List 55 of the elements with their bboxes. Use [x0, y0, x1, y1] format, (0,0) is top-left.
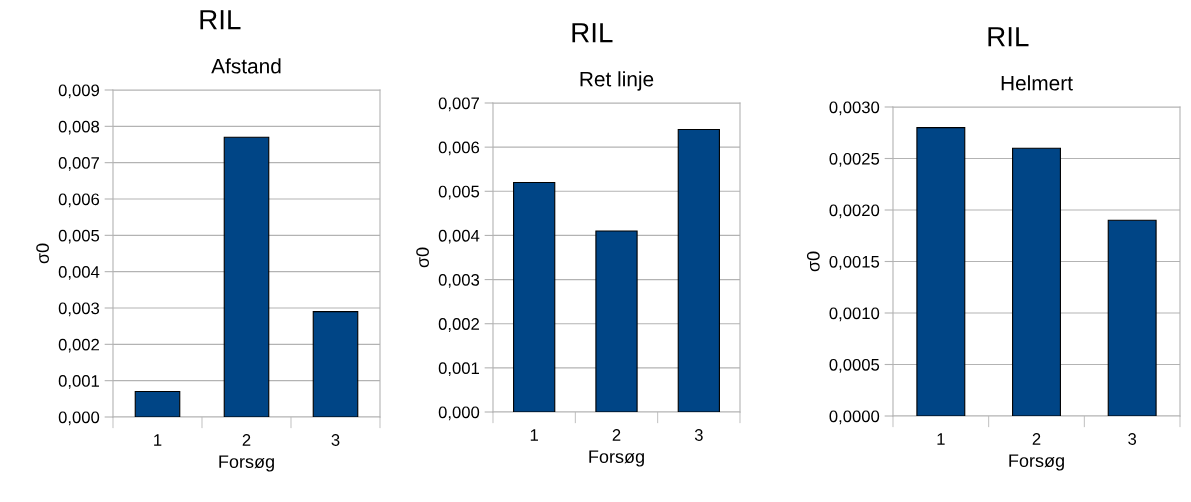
y-tick-label: 0,000 — [58, 411, 100, 426]
chart-subtitle: Afstand — [211, 58, 281, 74]
y-tick-label: 0,0015 — [829, 255, 880, 270]
chart-title: RIL — [200, 10, 241, 30]
x-axis-title: Forsøg — [219, 455, 274, 472]
x-tick-label: 1 — [530, 429, 538, 441]
y-tick-label: 0,009 — [58, 84, 100, 99]
y-axis-title: σ0 — [806, 251, 820, 272]
x-tick-label: 1 — [937, 433, 945, 445]
bar — [312, 311, 359, 417]
y-tick-label: 0,001 — [438, 362, 479, 377]
y-tick-label: 0,000 — [438, 406, 480, 421]
bar — [595, 230, 638, 412]
x-axis-title: Forsøg — [1009, 454, 1064, 471]
y-tick-label: 0,006 — [438, 141, 480, 156]
y-axis-title: σ0 — [36, 243, 49, 264]
y-tick-label: 0,007 — [58, 157, 99, 171]
y-tick-label: 0,008 — [58, 120, 100, 135]
y-tick-label: 0,005 — [438, 185, 480, 200]
y-axis-title: σ0 — [416, 247, 429, 268]
y-tick-label: 0,0010 — [829, 307, 880, 322]
chart-subtitle: Ret linje — [580, 71, 654, 91]
chart-title: RIL — [572, 23, 613, 43]
x-tick-label: 2 — [612, 429, 621, 441]
y-tick-label: 0,0025 — [829, 152, 880, 167]
y-tick-label: 0,0020 — [829, 204, 880, 219]
bar — [134, 391, 181, 417]
x-axis-title: Forsøg — [589, 450, 644, 467]
x-tick-label: 2 — [242, 434, 251, 446]
bar — [223, 136, 270, 417]
y-tick-label: 0,005 — [58, 229, 100, 244]
y-tick-label: 0,0005 — [829, 358, 880, 373]
y-tick-label: 0,001 — [58, 375, 99, 389]
x-tick-label: 2 — [1032, 433, 1041, 445]
y-tick-label: 0,004 — [58, 266, 100, 280]
x-tick-label: 3 — [694, 429, 703, 441]
y-tick-label: 0,006 — [58, 193, 100, 208]
chart-subtitle: Helmert — [1001, 75, 1073, 91]
y-tick-label: 0,0000 — [829, 410, 880, 425]
chart-title: RIL — [988, 27, 1029, 47]
x-tick-label: 3 — [1128, 433, 1137, 445]
y-tick-label: 0,002 — [58, 338, 99, 353]
bar — [677, 128, 720, 412]
bar — [513, 181, 556, 412]
bar — [1012, 147, 1061, 416]
y-tick-label: 0,004 — [438, 229, 480, 244]
x-tick-label: 1 — [154, 434, 162, 446]
y-tick-label: 0,007 — [438, 97, 479, 112]
y-tick-label: 0,003 — [438, 273, 480, 288]
bar — [916, 127, 966, 416]
x-tick-label: 3 — [331, 434, 340, 446]
bar — [1107, 219, 1157, 416]
y-tick-label: 0,0030 — [829, 101, 880, 116]
y-tick-label: 0,003 — [58, 302, 100, 317]
y-tick-label: 0,002 — [438, 318, 479, 332]
